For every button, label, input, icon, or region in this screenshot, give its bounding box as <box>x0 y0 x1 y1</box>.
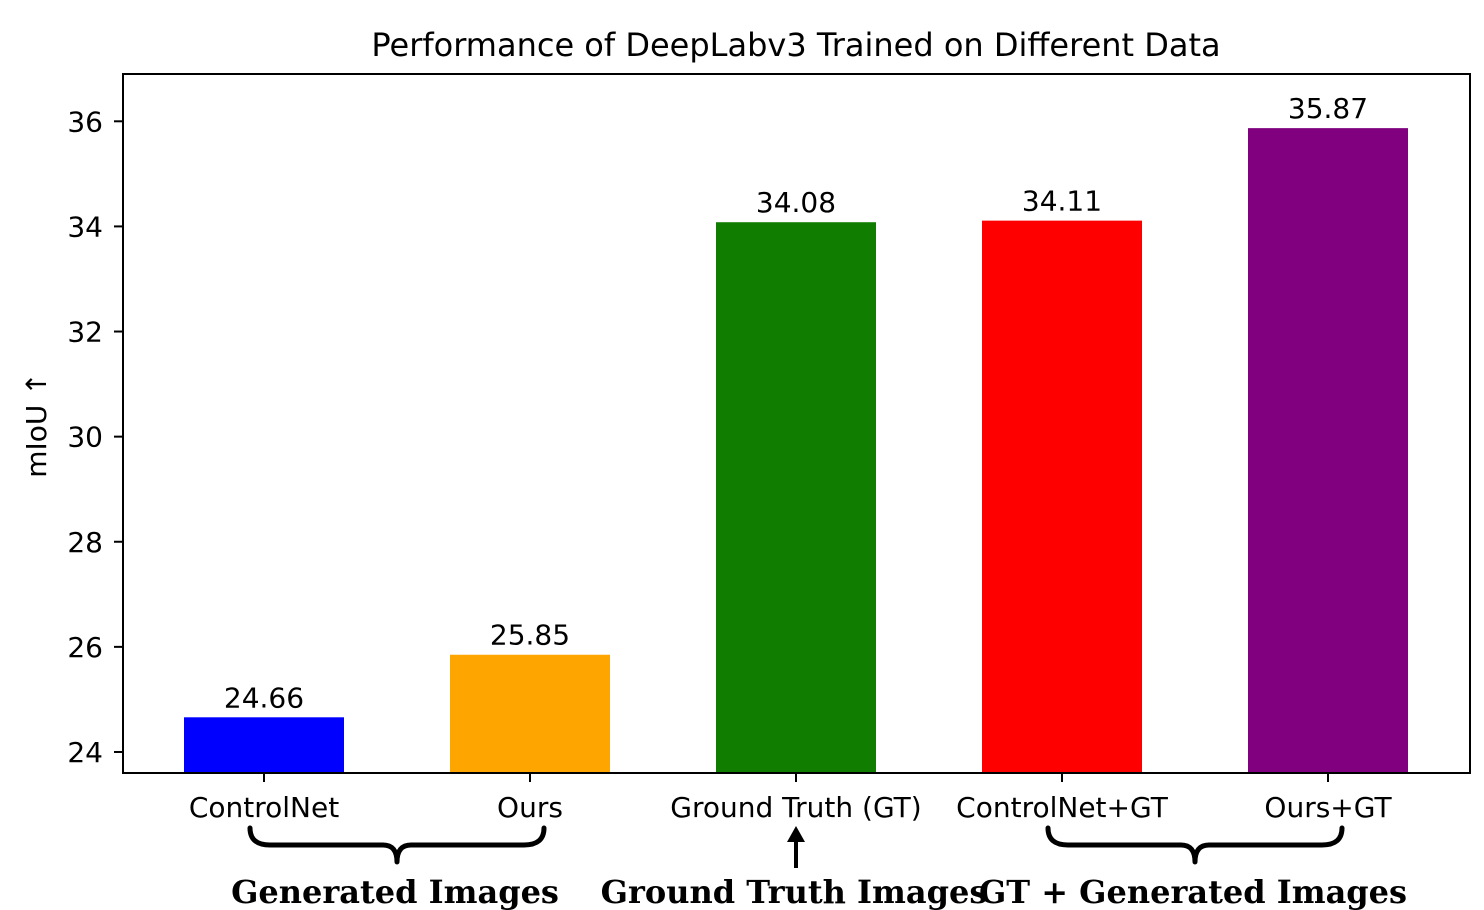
plot-frame <box>122 73 1471 774</box>
group-brace <box>1045 825 1345 865</box>
x-tick-label: Ours+GT <box>1264 791 1392 824</box>
bar-value-label: 25.85 <box>490 619 570 652</box>
y-axis-ticks: 24 26 28 30 32 34 36 <box>67 105 123 769</box>
group-label: GT + Generated Images <box>979 873 1407 910</box>
bars <box>184 128 1408 774</box>
y-tick-label: 24 <box>67 736 103 769</box>
y-tick-label: 34 <box>67 210 103 243</box>
bar-value-label: 34.11 <box>1022 185 1102 218</box>
bar <box>716 222 876 774</box>
chart-title: Performance of DeepLabv3 Trained on Diff… <box>371 26 1220 64</box>
x-axis-ticks: ControlNet Ours Ground Truth (GT) ControlNe… <box>189 773 1392 824</box>
y-tick-label: 32 <box>67 316 103 349</box>
x-tick-label: ControlNet+GT <box>956 791 1169 824</box>
y-axis-label: mIoU ↑ <box>20 372 53 478</box>
x-tick-label: Ours <box>497 791 563 824</box>
y-tick-label: 36 <box>67 105 103 138</box>
bar-value-label: 34.08 <box>756 186 836 219</box>
bar <box>184 717 344 773</box>
group-label: Ground Truth Images <box>601 873 988 910</box>
bar-value-label: 35.87 <box>1288 92 1368 125</box>
bar-value-label: 24.66 <box>224 681 304 714</box>
value-labels: 24.66 25.85 34.08 34.11 35.87 <box>224 92 1368 714</box>
bar <box>982 220 1142 773</box>
group-brace <box>247 825 547 865</box>
y-tick-label: 30 <box>67 421 103 454</box>
group-arrow-head <box>787 826 805 842</box>
x-tick-label: Ground Truth (GT) <box>670 791 921 824</box>
group-label: Generated Images <box>231 873 559 910</box>
y-tick-label: 28 <box>67 526 103 559</box>
y-tick-label: 26 <box>67 631 103 664</box>
bar <box>1248 128 1408 774</box>
x-tick-label: ControlNet <box>189 791 339 824</box>
bar <box>450 654 610 773</box>
